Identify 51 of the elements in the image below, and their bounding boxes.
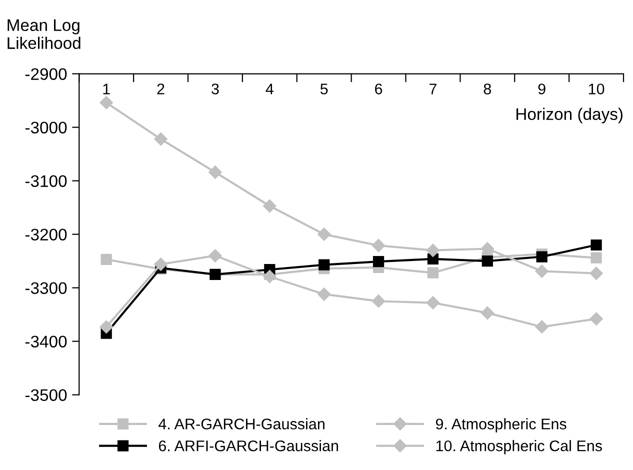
y-tick-label: -3100	[25, 175, 67, 187]
point	[590, 312, 603, 326]
point	[100, 320, 113, 334]
point	[372, 294, 386, 308]
point	[427, 267, 439, 278]
y-tick-label: -2900	[25, 68, 67, 80]
point	[535, 264, 548, 278]
y-tick-label: -3400	[25, 336, 67, 348]
point	[318, 288, 331, 301]
point	[263, 270, 276, 284]
point	[372, 256, 384, 268]
x-tick-label: 2	[157, 84, 164, 94]
point	[208, 249, 222, 262]
y-tick-label: -3200	[25, 228, 67, 240]
point	[535, 320, 548, 334]
point	[590, 266, 603, 280]
point	[318, 228, 331, 241]
legend-label: 9. Atmospheric Ens	[436, 418, 566, 432]
x-tick-label: 4	[266, 84, 274, 94]
legend-label: 10. Atmospheric Cal Ens	[436, 440, 602, 454]
point	[208, 166, 222, 179]
y-tick-label: -3300	[25, 282, 67, 294]
point	[590, 239, 602, 251]
x-tick-label: 10	[588, 84, 604, 94]
point	[482, 255, 493, 267]
x-tick-label: 7	[430, 84, 436, 94]
point	[426, 244, 440, 257]
point	[590, 252, 602, 264]
point	[480, 306, 494, 320]
legend-label: 4. AR-GARCH-Gaussian	[158, 418, 324, 430]
y-tick-label: -3500	[25, 389, 67, 402]
y-axis-title: Mean Log Likelihood	[8, 19, 80, 49]
point	[372, 238, 386, 252]
x-axis-title: Horizon (days)	[516, 108, 622, 124]
x-tick-label: 6	[375, 84, 382, 94]
point	[480, 242, 494, 256]
x-tick-label: 1	[103, 84, 110, 94]
point	[100, 254, 112, 265]
x-tick-label: 3	[212, 84, 219, 94]
x-tick-label: 8	[484, 84, 491, 94]
y-tick-label: -3000	[25, 122, 67, 134]
point	[100, 96, 113, 110]
point	[318, 259, 330, 270]
x-tick-label: 9	[538, 84, 546, 94]
point	[154, 258, 168, 271]
x-tick-label: 5	[320, 84, 328, 94]
legend-label: 6. ARFI-GARCH-Gaussian	[158, 440, 338, 452]
point	[426, 296, 440, 310]
point	[263, 199, 276, 213]
point	[536, 251, 548, 262]
point	[154, 132, 168, 146]
